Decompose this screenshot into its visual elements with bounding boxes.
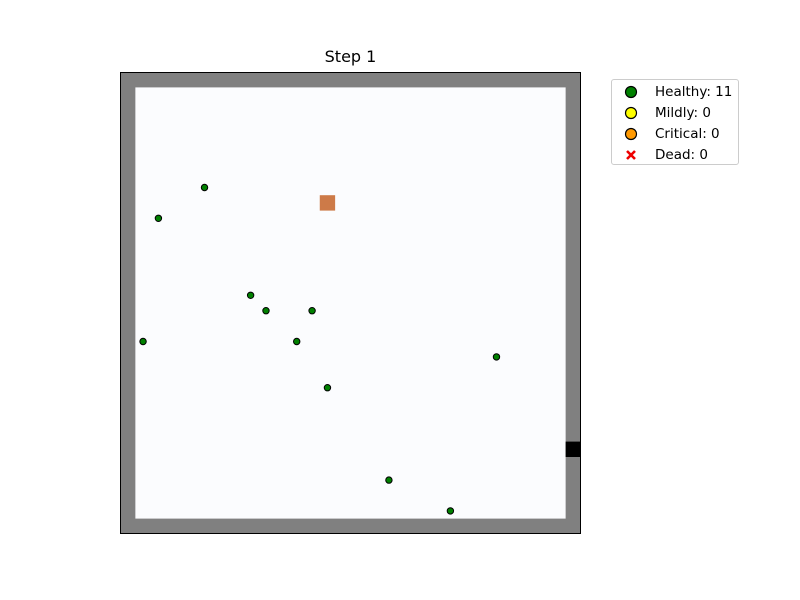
step-title: Step 1 (324, 47, 377, 66)
mildly-marker-icon (624, 106, 638, 120)
agent-point-0-3 (262, 307, 270, 315)
mildly-marker-shape (624, 106, 638, 120)
agent-point-0-7 (492, 353, 501, 361)
legend-item-mildly: Mildly: 0 (612, 103, 738, 123)
legend-label-healthy: Healthy: 11 (655, 84, 733, 100)
hazard-source (319, 195, 336, 211)
healthy-marker-shape (624, 85, 638, 99)
room-floor (135, 87, 566, 519)
healthy-marker-icon (624, 85, 638, 99)
legend-item-healthy: Healthy: 11 (612, 82, 738, 102)
dead-marker-shape (626, 150, 636, 160)
legend-item-critical: Critical: 0 (612, 124, 738, 144)
legend-label-dead: Dead: 0 (655, 147, 708, 163)
legend-label-critical: Critical: 0 (655, 126, 720, 142)
agent-point-0-0 (200, 183, 209, 192)
exit-door (565, 441, 581, 457)
agent-point-0-2 (246, 291, 255, 299)
legend: Healthy: 11 Mildly: 0 Critical: 0 Dead: … (611, 79, 739, 165)
dead-cross-icon (626, 150, 636, 160)
agent-point-0-10 (446, 507, 455, 515)
agents-layer (139, 183, 501, 515)
agent-point-0-6 (293, 337, 301, 346)
agent-point-0-5 (139, 337, 147, 346)
legend-label-mildly: Mildly: 0 (655, 105, 711, 121)
agent-point-0-8 (323, 384, 332, 392)
agent-point-0-1 (154, 214, 163, 223)
agent-point-0-9 (385, 476, 393, 484)
critical-marker-icon (624, 127, 638, 141)
legend-item-dead: Dead: 0 (612, 145, 738, 165)
agent-point-0-4 (308, 307, 316, 315)
critical-marker-shape (624, 127, 638, 141)
axes-frame (120, 72, 581, 534)
